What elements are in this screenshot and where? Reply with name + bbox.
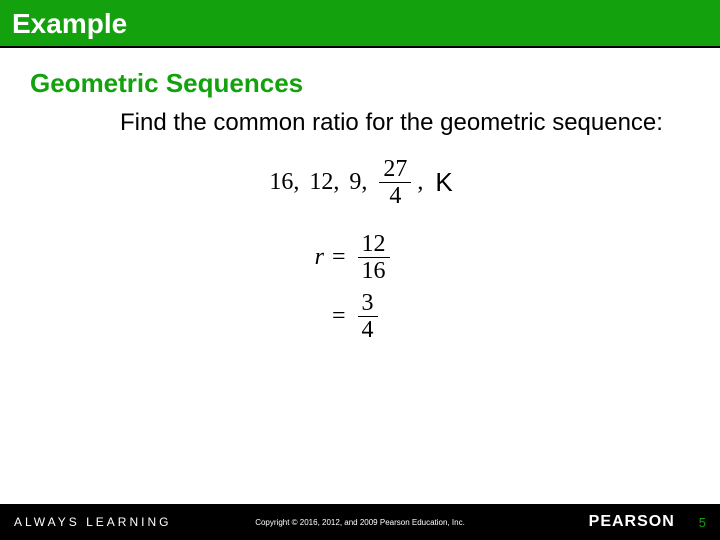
math-block: 16, 12, 9, 27 4 , K r = 12 16 (210, 157, 510, 350)
work-step-1: r = 12 16 (310, 232, 394, 283)
work-frac-2: 3 4 (354, 291, 382, 342)
footer-copyright: Copyright © 2016, 2012, and 2009 Pearson… (255, 518, 465, 527)
work-frac2-den: 4 (358, 317, 378, 342)
footer-right: PEARSON 5 (589, 513, 706, 531)
work-frac1-den: 16 (358, 258, 390, 283)
seq-term-1: 16, (267, 169, 301, 196)
seq-fraction: 27 4 (375, 157, 415, 208)
work-step-2: = 3 4 (310, 291, 382, 342)
work-frac1-num: 12 (358, 232, 390, 258)
work-var: r (310, 244, 324, 271)
work-steps: r = 12 16 = 3 4 (310, 232, 510, 350)
work-eq-1: = (324, 244, 354, 271)
seq-frac-num: 27 (379, 157, 411, 183)
footer-brand: PEARSON (589, 513, 675, 531)
work-frac2-num: 3 (358, 291, 378, 317)
content-title: Geometric Sequences (30, 68, 690, 99)
work-eq-2: = (324, 303, 354, 330)
header-title: Example (12, 8, 127, 39)
seq-term-3: 9, (347, 169, 369, 196)
slide-content: Geometric Sequences Find the common rati… (0, 48, 720, 350)
seq-term-2: 12, (307, 169, 341, 196)
seq-frac-den: 4 (385, 183, 405, 208)
slide-header: Example (0, 0, 720, 48)
seq-ellipsis: K (431, 167, 452, 198)
footer-tagline: ALWAYS LEARNING (14, 515, 171, 529)
sequence: 16, 12, 9, 27 4 , K (267, 157, 452, 208)
slide-footer: ALWAYS LEARNING Copyright © 2016, 2012, … (0, 504, 720, 540)
page-number: 5 (699, 515, 706, 530)
content-prompt: Find the common ratio for the geometric … (120, 107, 690, 139)
seq-trail: , (415, 169, 425, 196)
work-frac-1: 12 16 (354, 232, 394, 283)
